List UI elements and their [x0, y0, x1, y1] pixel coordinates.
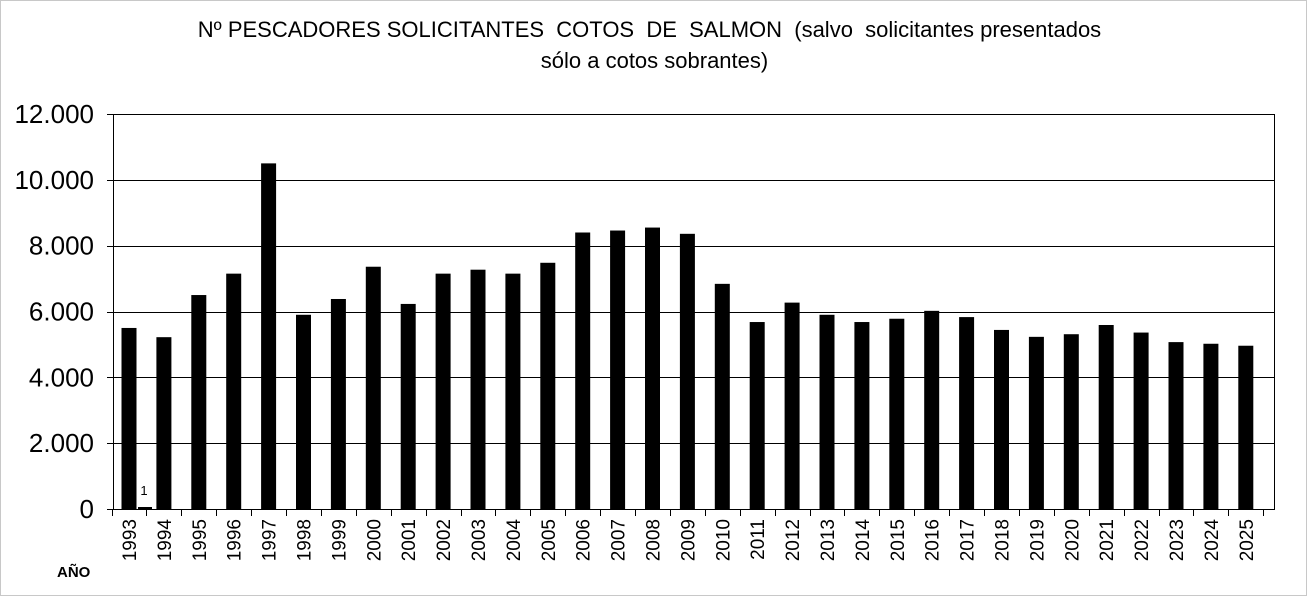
bar [994, 329, 1009, 509]
x-tick-label: 2002 [434, 519, 455, 561]
x-tick-label: 1998 [295, 519, 316, 561]
secondary-bars [138, 507, 152, 509]
bar [749, 322, 765, 509]
y-tick-label: 6.000 [29, 297, 94, 327]
data-labels: 1 [140, 483, 147, 498]
x-tick-label: 2015 [888, 519, 909, 561]
bar [470, 269, 486, 509]
x-tick-label: 1999 [329, 519, 350, 561]
bar [1133, 332, 1149, 509]
bar [1203, 343, 1219, 509]
bar [714, 283, 730, 509]
y-tick-labels: 0 2.000 4.000 6.000 8.000 10.000 12.000 [14, 99, 94, 524]
x-tick-label: 2024 [1202, 519, 1223, 562]
bar [784, 302, 800, 509]
chart-title-line-1: Nº PESCADORES SOLICITANTES COTOS DE SALM… [197, 17, 1102, 42]
y-tick-label: 4.000 [29, 362, 94, 392]
x-tick-label: 2004 [504, 519, 525, 562]
bar [226, 273, 242, 509]
x-tick-label: 2008 [644, 519, 665, 561]
bar [138, 507, 152, 509]
x-tick-label: 2023 [1167, 519, 1188, 561]
bar [1098, 324, 1114, 509]
bar [121, 327, 137, 509]
bar [819, 314, 835, 509]
x-tick-label: 1996 [225, 519, 246, 561]
x-tick-label: 2019 [1027, 519, 1048, 561]
bar [1063, 334, 1079, 509]
x-tick-label: 2010 [713, 519, 734, 561]
x-tick-label: 2006 [574, 519, 595, 561]
x-tick-label: 2014 [853, 519, 874, 562]
x-tick-label: 2013 [818, 519, 839, 561]
y-tick-label: 0 [80, 494, 94, 524]
x-tick-label: 2022 [1132, 519, 1153, 561]
bar [575, 232, 591, 509]
x-tick-label: 1997 [260, 519, 281, 561]
bar [330, 298, 346, 509]
x-axis-label: AÑO [57, 563, 91, 581]
bar [924, 310, 940, 509]
chart-title-line-2: sólo a cotos sobrantes) [540, 48, 769, 73]
x-tick-label: 2005 [539, 519, 560, 561]
x-tick-label: 2020 [1062, 519, 1083, 561]
x-tick-label: 2007 [609, 519, 630, 561]
x-tick-label: 2003 [469, 519, 490, 561]
bar [191, 295, 207, 509]
x-tick-label: 1994 [155, 519, 176, 562]
x-tick-label: 2000 [364, 519, 385, 561]
bar [156, 337, 172, 509]
bar [505, 273, 521, 509]
bar [1168, 342, 1184, 509]
bar [400, 303, 416, 509]
bar [889, 318, 905, 509]
bar [435, 273, 451, 509]
bar [1238, 345, 1254, 509]
bar [261, 163, 277, 509]
bar [1028, 336, 1044, 509]
x-tick-labels: 1993 1994 1995 1996 1997 1998 1999 2000 2001 2002… [120, 519, 1258, 562]
data-label: 1 [140, 483, 147, 498]
bars [121, 163, 1254, 510]
x-tick-label: 2017 [958, 519, 979, 561]
bar [679, 233, 695, 510]
x-tick-label: 2025 [1237, 519, 1258, 561]
axes [107, 114, 1275, 516]
y-tick-label: 12.000 [14, 99, 94, 129]
bar [645, 227, 660, 509]
x-tick-label: 2001 [399, 519, 420, 561]
x-tick-label: 2012 [783, 519, 804, 561]
bar [296, 314, 311, 509]
y-tick-label: 2.000 [29, 428, 94, 458]
bar [365, 266, 381, 509]
x-tick-label: 2021 [1097, 519, 1118, 561]
bar [540, 262, 556, 509]
bar [854, 322, 870, 509]
x-tick-label: 2009 [678, 519, 699, 561]
bar [610, 230, 626, 509]
bar [959, 317, 975, 509]
x-tick-label: 2011 [748, 519, 769, 560]
x-tick-label: 1993 [120, 519, 141, 561]
y-tick-label: 8.000 [29, 231, 94, 261]
x-tick-label: 1995 [190, 519, 211, 561]
y-tick-label: 10.000 [14, 165, 94, 195]
x-tick-label: 2016 [923, 519, 944, 561]
x-tick-label: 2018 [993, 519, 1014, 561]
